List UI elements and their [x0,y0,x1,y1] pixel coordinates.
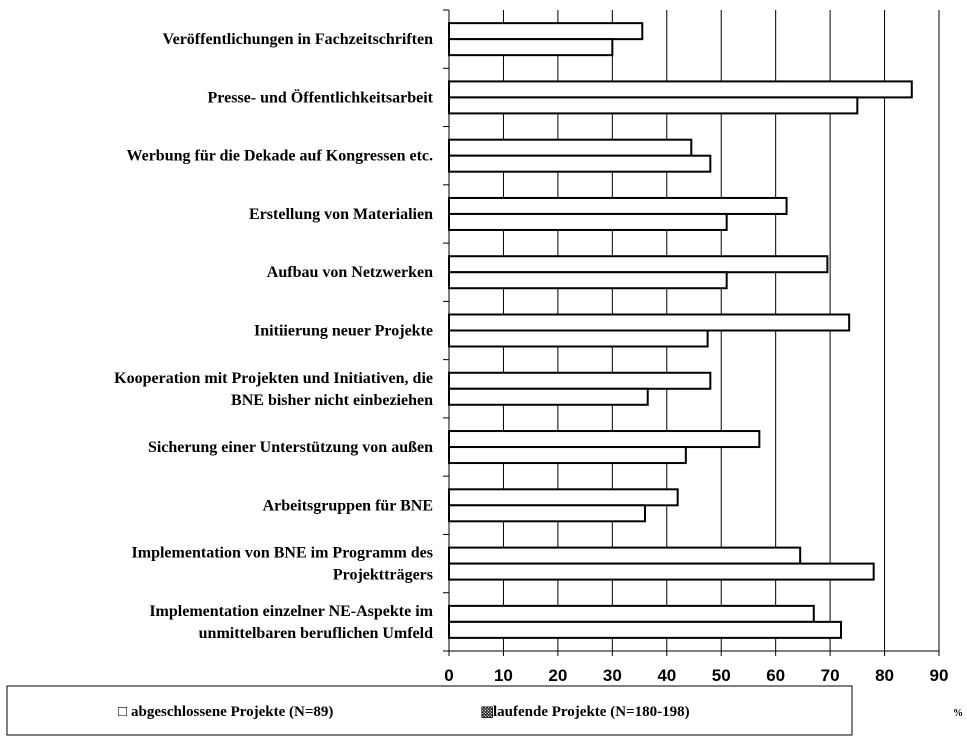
bar-ongoing-11 [448,620,842,639]
category-label-7: Kooperation mit Projekten und Initiative… [114,370,433,409]
bar-completed-4 [448,196,788,215]
category-label-11: Implementation einzelner NE-Aspekte im un… [149,603,433,642]
bar-completed-3 [448,138,693,157]
bar-completed-9 [448,488,679,507]
category-label-3: Werbung für die Dekade auf Kongressen et… [126,148,433,165]
bar-ongoing-10 [448,562,875,581]
bar-completed-2 [448,80,913,99]
x-tick-label-80: 80 [875,666,894,685]
bar-completed-8 [448,430,761,449]
x-tick-label-30: 30 [603,666,622,685]
category-label-line: Werbung für die Dekade auf Kongressen et… [126,148,433,165]
bar-ongoing-5 [448,271,728,290]
bar-completed-10 [448,546,802,565]
bar-ongoing-7 [448,387,649,406]
category-label-line: BNE bisher nicht einbeziehen [231,392,433,409]
category-label-line: Sicherung einer Unterstützung von außen [148,439,433,456]
category-label-line: Veröffentlichungen in Fachzeitschriften [163,31,434,48]
bar-ongoing-6 [448,329,709,348]
category-label-line: unmittelbaren beruflichen Umfeld [199,625,433,642]
category-label-6: Initiierung neuer Projekte [254,323,433,340]
category-label-2: Presse- und Öffentlichkeitsarbeit [208,88,434,106]
x-tick-label-40: 40 [657,666,676,685]
category-label-line: Aufbau von Netzwerken [267,264,433,281]
category-label-5: Aufbau von Netzwerken [267,264,433,281]
category-label-line: Presse- und Öffentlichkeitsarbeit [208,88,434,106]
category-label-8: Sicherung einer Unterstützung von außen [148,439,433,456]
category-label-line: Projektträgers [333,567,433,584]
category-label-line: Initiierung neuer Projekte [254,323,433,340]
category-label-line: Erstellung von Materialien [249,206,433,223]
legend-symbol-ongoing: ▩ [480,704,494,720]
x-tick-label-0: 0 [444,666,453,685]
x-tick-label-70: 70 [821,666,840,685]
bar-ongoing-4 [448,212,728,231]
category-label-line: Implementation von BNE im Programm des [132,545,433,562]
bar-completed-11 [448,604,815,623]
legend-box [6,685,853,736]
bar-completed-5 [448,255,829,274]
x-tick-label-60: 60 [766,666,785,685]
category-label-line: Kooperation mit Projekten und Initiative… [114,370,433,387]
bar-completed-1 [448,22,644,41]
unit-label: % [953,708,963,719]
legend-label-completed: abgeschlossene Projekte (N=89) [131,704,333,720]
category-label-line: Arbeitsgruppen für BNE [263,497,433,514]
legend-label-ongoing: laufende Projekte (N=180-198) [493,704,690,720]
category-label-9: Arbeitsgruppen für BNE [263,497,433,514]
bar-ongoing-9 [448,504,646,523]
x-tick-label-50: 50 [712,666,731,685]
bar-ongoing-8 [448,446,687,465]
bar-completed-6 [448,313,851,332]
category-label-1: Veröffentlichungen in Fachzeitschriften [163,31,434,48]
x-tick-label-10: 10 [494,666,513,685]
bar-ongoing-2 [448,96,859,115]
x-tick-label-90: 90 [930,666,949,685]
legend-symbol-completed: □ [118,704,127,720]
bar-completed-7 [448,371,712,390]
category-label-10: Implementation von BNE im Programm des Pr… [132,545,433,584]
bar-ongoing-1 [448,38,614,57]
category-label-line: Implementation einzelner NE-Aspekte im [149,603,433,620]
bar-ongoing-3 [448,154,712,173]
category-label-4: Erstellung von Materialien [249,206,433,223]
x-tick-label-20: 20 [548,666,567,685]
